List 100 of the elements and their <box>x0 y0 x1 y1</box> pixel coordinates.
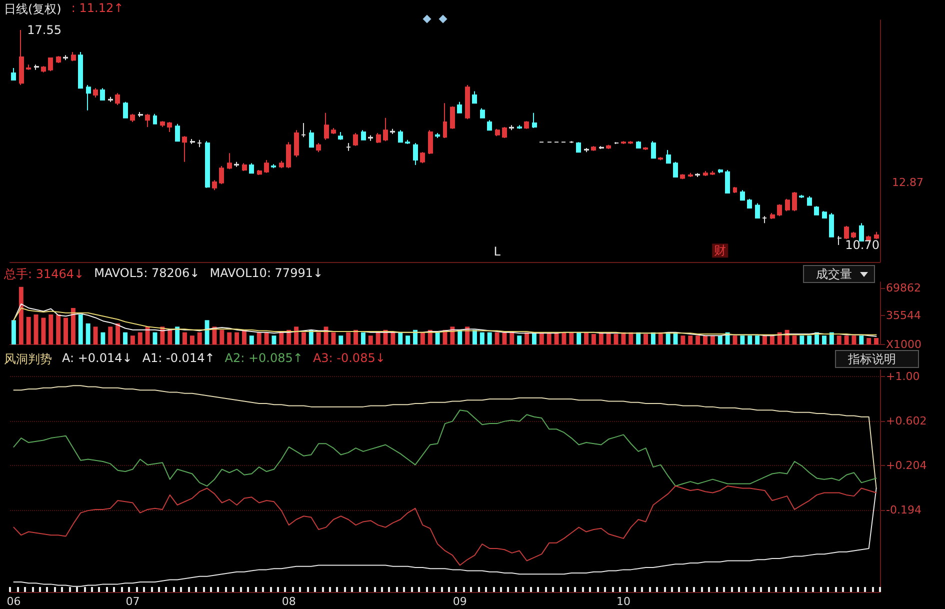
line-series <box>13 410 877 487</box>
bar <box>130 336 135 344</box>
candlestick <box>770 212 775 220</box>
candlestick <box>56 56 61 64</box>
candlestick <box>576 142 581 153</box>
candlestick <box>26 64 31 70</box>
candlestick <box>271 164 276 169</box>
bar <box>732 336 738 344</box>
candlestick <box>41 66 46 73</box>
candlestick <box>138 111 143 118</box>
candlestick <box>643 146 648 150</box>
bar <box>249 336 254 344</box>
bar <box>852 336 856 344</box>
candlestick <box>443 102 447 139</box>
bar <box>197 332 202 344</box>
bar <box>175 326 180 344</box>
line-series <box>13 385 877 489</box>
bar <box>227 332 232 344</box>
bar <box>413 330 418 344</box>
x-tick-label: 10 <box>616 595 630 608</box>
candlestick <box>301 122 306 138</box>
candlestick <box>472 90 477 104</box>
candlestick <box>398 130 403 143</box>
candlestick <box>851 231 856 239</box>
candlestick <box>390 128 395 134</box>
bar <box>770 336 774 344</box>
bar <box>606 332 611 344</box>
bar <box>18 286 24 344</box>
x-tick-label: 08 <box>282 595 296 608</box>
bar <box>822 336 826 344</box>
bar <box>56 314 61 344</box>
candlestick <box>673 161 678 178</box>
bar <box>866 338 872 344</box>
bar <box>435 332 440 344</box>
text: MAVOL10: 77991↓ <box>210 266 324 282</box>
bar <box>494 332 500 344</box>
candlestick <box>383 117 388 142</box>
candlestick <box>182 136 187 162</box>
y-tick-label: 35544 <box>886 309 921 322</box>
bar <box>70 308 76 344</box>
candlestick <box>167 122 172 133</box>
bar <box>591 334 596 344</box>
bar <box>696 336 700 344</box>
text: A2: +0.085↑ <box>224 351 303 367</box>
candlestick <box>175 123 180 142</box>
bar <box>562 332 566 344</box>
bar <box>100 332 106 344</box>
bar <box>576 332 582 344</box>
candlestick <box>331 127 336 134</box>
candlestick <box>807 196 812 206</box>
candlestick <box>822 210 827 219</box>
candlestick <box>718 168 723 174</box>
y-tick-label: X1000 <box>886 338 922 351</box>
candlestick <box>361 130 366 140</box>
text: A1: -0.014↑ <box>142 351 215 367</box>
bar <box>546 332 552 344</box>
bar <box>792 336 797 344</box>
chart-title: 风洞判势 <box>4 351 52 368</box>
candlestick <box>376 132 381 144</box>
bar <box>628 332 634 344</box>
candlestick <box>190 138 195 144</box>
candlestick <box>353 132 358 146</box>
bar <box>316 332 321 344</box>
bar <box>272 336 276 344</box>
text: A: +0.014↓ <box>62 351 132 367</box>
bar <box>598 332 604 344</box>
bar <box>308 330 314 344</box>
candlestick <box>524 120 529 130</box>
bar <box>324 326 328 344</box>
bar <box>554 332 559 344</box>
y-tick-label: +1.00 <box>886 370 920 384</box>
bar <box>41 318 46 344</box>
text: A3: -0.085↓ <box>312 351 386 367</box>
bar <box>569 332 574 344</box>
bar <box>368 336 373 344</box>
candlestick <box>829 212 834 238</box>
bar <box>539 332 544 344</box>
candlestick <box>799 194 804 198</box>
y-tick-label: +0.204 <box>886 458 927 472</box>
x-tick-label: 07 <box>126 595 140 608</box>
bar <box>138 332 142 344</box>
bar <box>346 332 351 344</box>
candlestick <box>11 68 16 80</box>
candlestick <box>785 198 790 212</box>
bar <box>256 332 262 344</box>
bar <box>472 330 477 344</box>
candlestick <box>153 113 157 124</box>
candlestick <box>205 140 210 188</box>
candlestick <box>792 192 797 212</box>
candlestick <box>309 130 314 148</box>
bar <box>680 336 686 344</box>
candlestick <box>457 101 462 114</box>
candlestick <box>86 84 91 111</box>
bar <box>650 332 656 344</box>
candlestick <box>762 216 767 224</box>
candlestick <box>63 54 68 61</box>
candlestick <box>666 149 671 164</box>
candlestick <box>874 231 879 240</box>
candlestick <box>145 113 150 128</box>
candlestick <box>19 30 24 86</box>
